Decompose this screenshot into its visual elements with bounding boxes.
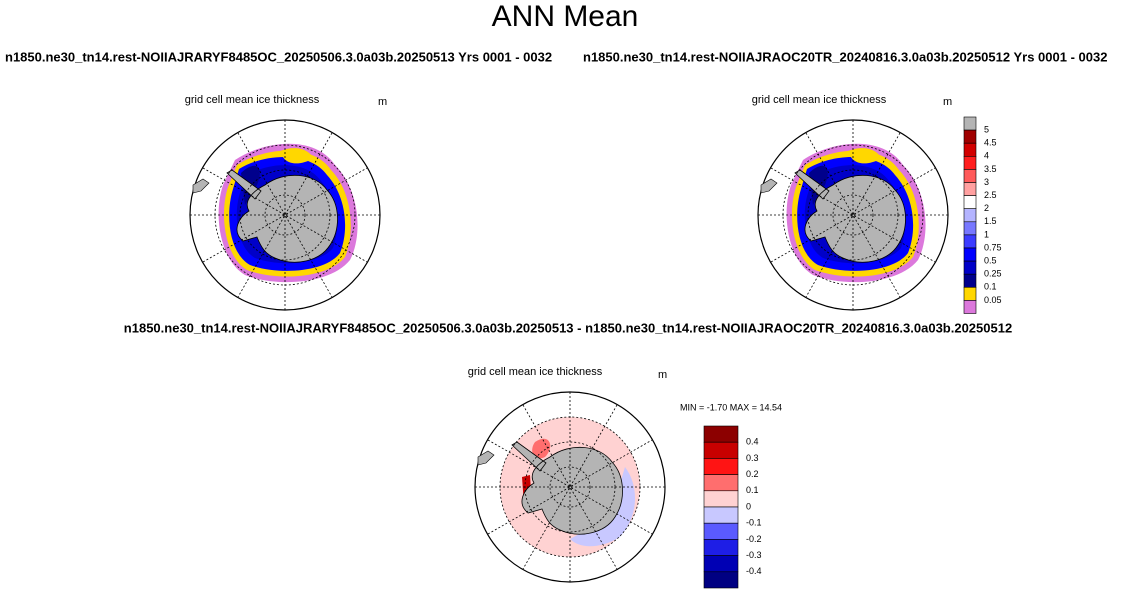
- colorbar-label: -0.4: [746, 566, 762, 576]
- subtitle: n1850.ne30_tn14.rest-NOIIAJRAOC20TR_2024…: [583, 49, 1107, 64]
- panel-label: grid cell mean ice thickness: [185, 94, 320, 106]
- map: [189, 119, 381, 311]
- colorbar-label: 0.4: [746, 437, 759, 447]
- colorbar-label: 0.75: [984, 242, 1002, 252]
- colorbar-label: 0.05: [984, 295, 1002, 305]
- colorbar-box: [963, 260, 977, 275]
- units: m: [658, 369, 667, 381]
- colorbar-box: [963, 142, 977, 157]
- colorbar-box: [703, 490, 739, 508]
- colorbar-label: -0.3: [746, 550, 762, 560]
- colorbar-box: [963, 273, 977, 288]
- colorbar-label: 2: [984, 203, 989, 213]
- colorbar-label: 0.1: [746, 485, 759, 495]
- colorbar-box: [703, 506, 739, 524]
- colorbars: 5 4.5 4 3.5 3 2.5 2 1.5 1 0.75 0.5 0.25 0.1 0.05 0.4 0.…: [703, 116, 1002, 589]
- colorbar-label: 1: [984, 229, 989, 239]
- colorbar-label: 2.5: [984, 190, 997, 200]
- colorbar-box: [703, 522, 739, 540]
- subtitle: n1850.ne30_tn14.rest-NOIIAJRARYF8485OC_2…: [124, 320, 1012, 335]
- colorbar-label: 0.2: [746, 469, 759, 479]
- colorbar-label: 4.5: [984, 138, 997, 148]
- colorbar-box: [963, 208, 977, 223]
- units: m: [378, 96, 387, 108]
- colorbar-label: 0.5: [984, 255, 997, 265]
- colorbar-box: [963, 116, 977, 131]
- colorbar-label: 0.3: [746, 453, 759, 463]
- colorbar-box: [963, 169, 977, 183]
- units: m: [943, 96, 952, 108]
- colorbar-label: 3: [984, 177, 989, 187]
- colorbar-box: [703, 571, 739, 589]
- colorbar-box: [703, 474, 739, 492]
- panel-label: grid cell mean ice thickness: [752, 94, 887, 106]
- colorbar-box: [963, 129, 977, 144]
- colorbar-box: [703, 458, 739, 475]
- colorbar-box: [963, 247, 977, 262]
- colorbar-box: [963, 156, 977, 170]
- colorbar-box: [963, 182, 977, 196]
- colorbar-label: 0.25: [984, 269, 1002, 279]
- title: ANN Mean: [492, 0, 639, 33]
- map: [474, 391, 666, 583]
- colorbar-box: [703, 555, 739, 573]
- colorbar-box: [703, 539, 739, 556]
- colorbar-box: [703, 425, 739, 443]
- colorbar-label: 5: [984, 124, 989, 134]
- colorbar-label: 1.5: [984, 216, 997, 226]
- colorbar-label: 0: [746, 501, 751, 511]
- colorbar-box: [963, 300, 977, 314]
- colorbar-box: [963, 221, 977, 236]
- colorbar-label: -0.1: [746, 518, 762, 528]
- colorbar-label: 4: [984, 151, 989, 161]
- colorbar-box: [703, 441, 739, 459]
- panel-label: grid cell mean ice thickness: [468, 366, 603, 378]
- colorbar-box: [963, 234, 977, 249]
- map: [757, 119, 949, 311]
- colorbar-label: 3.5: [984, 164, 997, 174]
- colorbar-label: 0.1: [984, 282, 997, 292]
- colorbar-box: [963, 195, 977, 210]
- colorbar-box: [963, 286, 977, 301]
- subtitle: n1850.ne30_tn14.rest-NOIIAJRARYF8485OC_2…: [5, 49, 552, 64]
- stats: MIN = -1.70 MAX = 14.54: [680, 402, 782, 412]
- colorbar-label: -0.2: [746, 534, 762, 544]
